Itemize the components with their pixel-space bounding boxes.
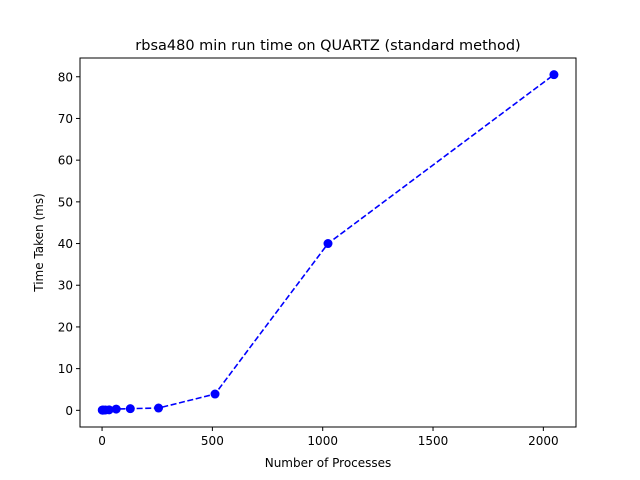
chart-title: rbsa480 min run time on QUARTZ (standard… bbox=[135, 38, 520, 54]
data-point bbox=[323, 239, 333, 249]
data-point bbox=[549, 70, 559, 80]
y-tick-label: 40 bbox=[58, 237, 73, 251]
y-tick-label: 20 bbox=[58, 320, 73, 334]
x-tick-label: 2000 bbox=[528, 434, 559, 448]
y-tick-label: 60 bbox=[58, 154, 73, 168]
y-tick-label: 0 bbox=[65, 404, 73, 418]
y-tick-label: 50 bbox=[58, 195, 73, 209]
x-tick-label: 1500 bbox=[418, 434, 449, 448]
x-tick-label: 500 bbox=[201, 434, 224, 448]
x-tick-label: 1000 bbox=[307, 434, 338, 448]
y-tick-label: 80 bbox=[58, 70, 73, 84]
y-axis: 0 10 20 30 40 50 60 70 80 bbox=[58, 70, 80, 418]
y-tick-label: 30 bbox=[58, 279, 73, 293]
x-axis-label: Number of Processes bbox=[265, 456, 392, 470]
x-axis: 0 500 1000 1500 2000 bbox=[98, 427, 559, 448]
data-point bbox=[111, 404, 121, 414]
data-point bbox=[104, 405, 114, 415]
y-axis-label: Time Taken (ms) bbox=[32, 193, 46, 293]
data-point bbox=[125, 404, 135, 414]
plot-area bbox=[97, 70, 559, 415]
plot-frame bbox=[79, 57, 577, 428]
y-tick-label: 70 bbox=[58, 112, 73, 126]
data-point bbox=[154, 403, 164, 413]
data-point bbox=[210, 389, 220, 399]
y-tick-label: 10 bbox=[58, 362, 73, 376]
x-tick-label: 0 bbox=[98, 434, 106, 448]
